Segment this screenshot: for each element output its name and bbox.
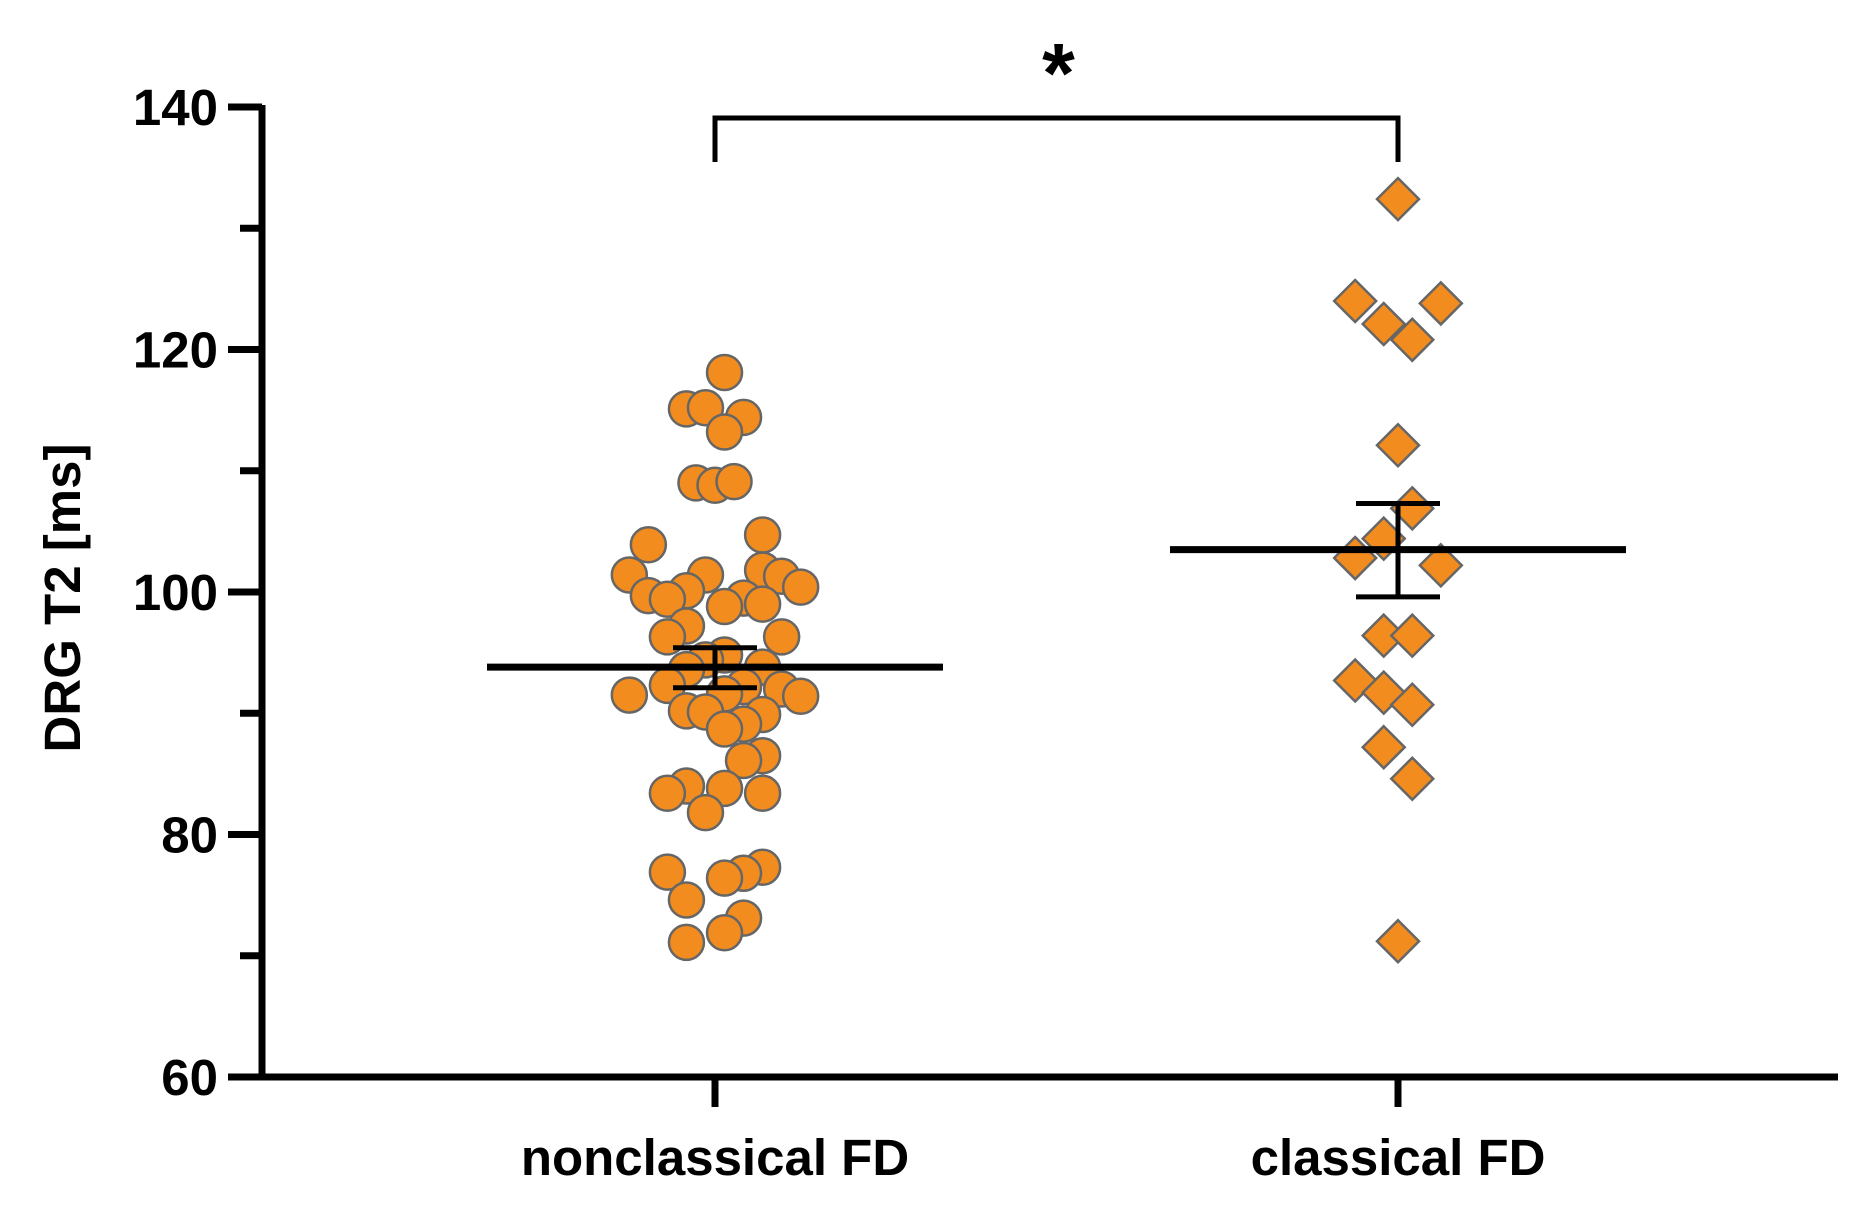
x-tick-label: classical FD bbox=[1251, 1129, 1546, 1186]
significance-bracket bbox=[712, 115, 1401, 162]
data-point-circle bbox=[648, 580, 687, 619]
data-point-diamond bbox=[1418, 280, 1464, 327]
data-point-circle bbox=[743, 774, 782, 813]
axes-group: 60 80 100 120 140 nonclassical FD classical FD bbox=[133, 79, 1838, 1186]
data-point-diamond bbox=[1389, 755, 1436, 802]
data-point-diamond bbox=[1389, 612, 1436, 659]
y-tick-label: 100 bbox=[133, 564, 218, 621]
data-point-circle bbox=[743, 516, 782, 554]
data-point-diamond bbox=[1375, 176, 1421, 222]
y-axis-label: DRG T2 [ms] bbox=[34, 444, 91, 753]
mean-error-group bbox=[487, 500, 1626, 691]
data-point-circle bbox=[705, 587, 744, 626]
y-tick-label: 60 bbox=[161, 1049, 218, 1106]
data-points-group bbox=[610, 176, 1464, 964]
data-point-circle bbox=[648, 853, 687, 891]
data-point-diamond bbox=[1389, 681, 1436, 728]
data-point-circle bbox=[705, 913, 744, 952]
data-point-diamond bbox=[1360, 724, 1407, 770]
data-point-circle bbox=[629, 525, 668, 564]
x-tick-label: nonclassical FD bbox=[521, 1129, 909, 1186]
significance-star: * bbox=[1042, 26, 1075, 120]
data-point-circle bbox=[705, 413, 744, 451]
significance-bracket-group: * bbox=[712, 26, 1401, 162]
data-point-circle bbox=[781, 568, 820, 606]
y-tick-label: 80 bbox=[161, 807, 218, 864]
data-point-circle bbox=[715, 462, 753, 501]
data-point-circle bbox=[705, 353, 744, 392]
data-point-circle bbox=[743, 585, 782, 623]
data-point-circle bbox=[781, 677, 820, 716]
data-point-circle bbox=[705, 859, 744, 897]
data-point-diamond bbox=[1389, 317, 1436, 363]
data-point-circle bbox=[667, 923, 706, 962]
data-point-circle bbox=[648, 774, 687, 813]
data-point-circle bbox=[705, 710, 744, 748]
data-point-diamond bbox=[1418, 542, 1464, 589]
y-tick-label: 120 bbox=[133, 322, 218, 379]
data-point-diamond bbox=[1375, 918, 1421, 964]
y-tick-label: 140 bbox=[133, 79, 218, 136]
data-point-circle bbox=[667, 881, 706, 919]
data-point-diamond bbox=[1375, 422, 1421, 469]
data-point-circle bbox=[724, 741, 763, 780]
data-point-circle bbox=[686, 793, 725, 832]
data-point-circle bbox=[610, 676, 649, 714]
data-point-diamond bbox=[1360, 301, 1407, 347]
data-point-circle bbox=[762, 618, 801, 656]
data-point-diamond bbox=[1332, 278, 1378, 324]
